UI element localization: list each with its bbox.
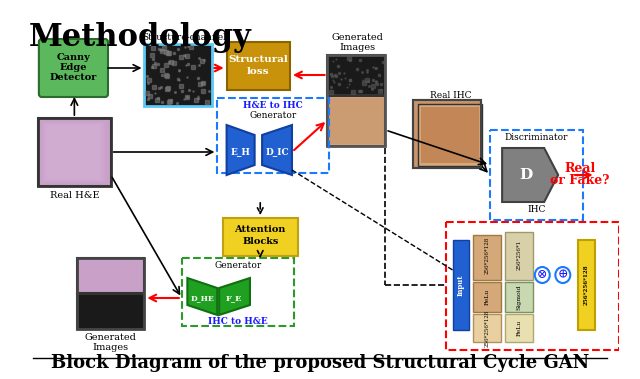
Bar <box>227 42 290 90</box>
Text: ReLu: ReLu <box>484 289 490 305</box>
Circle shape <box>556 267 570 283</box>
Text: H&E to IHC: H&E to IHC <box>243 100 303 110</box>
Bar <box>505 282 533 312</box>
Polygon shape <box>227 125 255 175</box>
Polygon shape <box>262 125 292 175</box>
Text: E_H: E_H <box>230 147 250 157</box>
Text: loss: loss <box>247 67 269 77</box>
Text: ReLu: ReLu <box>516 320 522 336</box>
Text: Methodology: Methodology <box>29 22 252 53</box>
Bar <box>223 218 298 256</box>
FancyBboxPatch shape <box>39 39 108 97</box>
Text: 256*256*1: 256*256*1 <box>516 240 522 270</box>
Bar <box>505 232 533 280</box>
Text: Attention: Attention <box>234 226 286 235</box>
Polygon shape <box>502 148 558 202</box>
Bar <box>49 126 98 178</box>
Text: Block Diagram of the proposed Structural Cycle GAN: Block Diagram of the proposed Structural… <box>51 354 589 372</box>
Bar <box>413 100 481 168</box>
Bar <box>413 100 481 168</box>
Circle shape <box>535 267 550 283</box>
Text: Generator: Generator <box>214 260 261 269</box>
Bar <box>328 96 385 146</box>
Text: D: D <box>519 168 532 182</box>
Bar <box>421 107 479 163</box>
Bar <box>505 314 533 342</box>
Bar <box>446 222 619 350</box>
Text: 256*256*128: 256*256*128 <box>484 236 490 274</box>
Bar <box>44 123 103 181</box>
Polygon shape <box>188 278 217 315</box>
Bar <box>182 258 294 326</box>
Text: Generator: Generator <box>250 111 297 119</box>
Text: Images: Images <box>339 44 376 53</box>
Bar <box>77 294 145 329</box>
Text: 256*256*128: 256*256*128 <box>584 265 589 305</box>
Text: Structural: Structural <box>228 55 288 64</box>
Text: Real H&E: Real H&E <box>49 191 99 200</box>
Text: Images: Images <box>93 343 129 352</box>
Bar <box>473 235 501 280</box>
Bar <box>328 55 385 146</box>
Text: Input: Input <box>457 274 465 296</box>
Text: IHC to H&E: IHC to H&E <box>208 318 268 326</box>
Text: Canny: Canny <box>56 53 90 63</box>
Bar <box>490 130 584 220</box>
Bar <box>45 124 102 180</box>
Text: Edge: Edge <box>60 64 87 72</box>
Text: Generated: Generated <box>332 33 383 42</box>
Text: ⊕: ⊕ <box>557 268 568 282</box>
Text: Real IHC: Real IHC <box>430 91 472 100</box>
Bar <box>77 258 145 329</box>
Text: or Fake?: or Fake? <box>550 174 609 186</box>
Text: Sigmoid: Sigmoid <box>516 284 522 310</box>
Bar <box>330 98 383 144</box>
Bar <box>452 240 469 330</box>
Text: D_IC: D_IC <box>265 147 289 157</box>
Text: Real: Real <box>564 161 595 174</box>
Text: F_E: F_E <box>226 294 243 302</box>
Bar <box>473 282 501 312</box>
Bar <box>418 104 481 166</box>
Text: Detector: Detector <box>50 74 97 83</box>
Bar <box>42 122 105 182</box>
Bar <box>145 44 212 106</box>
Bar <box>328 55 385 95</box>
Text: 256*256*128: 256*256*128 <box>484 309 490 347</box>
Bar <box>473 314 501 342</box>
Text: D_HE: D_HE <box>191 294 214 302</box>
Bar <box>217 98 330 173</box>
Text: IHC: IHC <box>527 205 546 215</box>
Text: Generated: Generated <box>85 334 137 343</box>
Bar <box>38 118 111 186</box>
Bar <box>77 258 145 293</box>
Text: Structure-channel: Structure-channel <box>143 33 227 42</box>
Text: ⊗: ⊗ <box>537 268 548 282</box>
Polygon shape <box>219 278 250 315</box>
Bar <box>47 125 100 179</box>
Bar <box>578 240 595 330</box>
Text: Discriminator: Discriminator <box>505 133 568 143</box>
Text: Blocks: Blocks <box>242 238 278 246</box>
Bar <box>38 118 111 186</box>
